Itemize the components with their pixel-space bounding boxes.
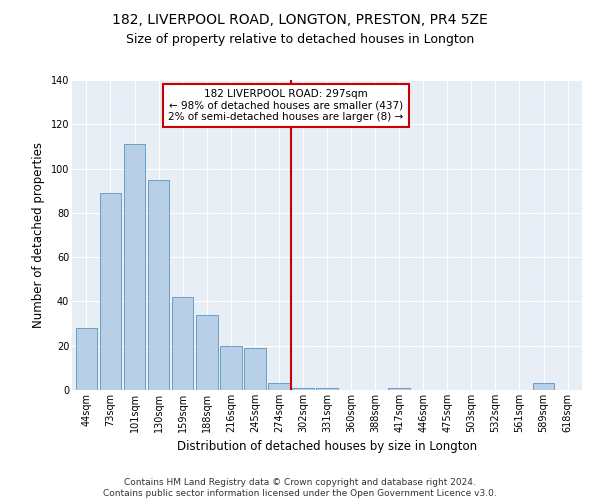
Bar (316, 388, 338, 390)
Bar (196, 314, 218, 390)
Bar (244, 348, 266, 390)
Bar (124, 144, 145, 390)
Bar (268, 384, 290, 390)
X-axis label: Distribution of detached houses by size in Longton: Distribution of detached houses by size … (177, 440, 477, 454)
Text: Contains HM Land Registry data © Crown copyright and database right 2024.
Contai: Contains HM Land Registry data © Crown c… (103, 478, 497, 498)
Bar (172, 297, 193, 390)
Bar (100, 193, 121, 390)
Y-axis label: Number of detached properties: Number of detached properties (32, 142, 45, 328)
Text: 182, LIVERPOOL ROAD, LONGTON, PRESTON, PR4 5ZE: 182, LIVERPOOL ROAD, LONGTON, PRESTON, P… (112, 12, 488, 26)
Bar (76, 328, 97, 390)
Bar (533, 384, 554, 390)
Bar (388, 388, 410, 390)
Text: Size of property relative to detached houses in Longton: Size of property relative to detached ho… (126, 32, 474, 46)
Text: 182 LIVERPOOL ROAD: 297sqm
← 98% of detached houses are smaller (437)
2% of semi: 182 LIVERPOOL ROAD: 297sqm ← 98% of deta… (169, 89, 404, 122)
Bar (148, 180, 169, 390)
Bar (220, 346, 242, 390)
Bar (292, 388, 314, 390)
